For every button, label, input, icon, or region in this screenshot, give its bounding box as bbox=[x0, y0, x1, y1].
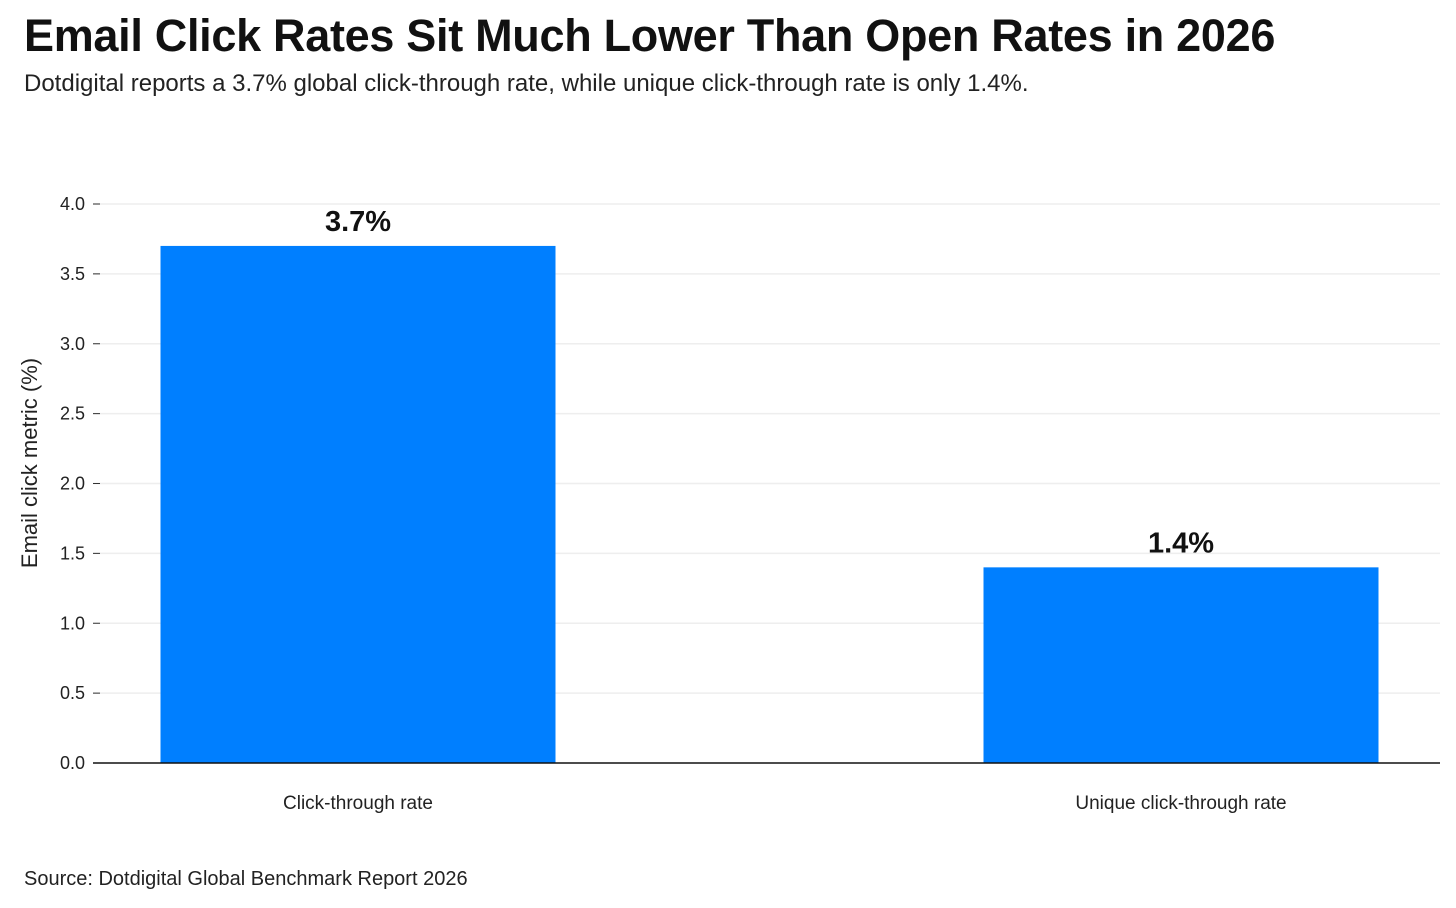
y-tick-label: 3.0 bbox=[60, 334, 85, 354]
x-tick-label: Click-through rate bbox=[283, 793, 433, 814]
y-tick-label: 2.0 bbox=[60, 474, 85, 494]
y-tick-label: 1.5 bbox=[60, 543, 85, 563]
y-axis-label: Email click metric (%) bbox=[17, 358, 42, 568]
x-tick-label: Unique click-through rate bbox=[1075, 793, 1286, 814]
bar bbox=[983, 567, 1379, 763]
chart-subtitle: Dotdigital reports a 3.7% global click-t… bbox=[24, 70, 1029, 97]
y-tick-label: 3.5 bbox=[60, 264, 85, 284]
source-note: Source: Dotdigital Global Benchmark Repo… bbox=[24, 868, 468, 890]
data-label: 1.4% bbox=[1148, 527, 1214, 559]
y-tick-label: 0.0 bbox=[60, 753, 85, 773]
data-label: 3.7% bbox=[325, 206, 391, 238]
y-tick-label: 1.0 bbox=[60, 613, 85, 633]
y-tick-label: 2.5 bbox=[60, 404, 85, 424]
chart-title: Email Click Rates Sit Much Lower Than Op… bbox=[24, 10, 1276, 61]
y-tick-label: 4.0 bbox=[60, 194, 85, 214]
bar bbox=[160, 245, 556, 764]
y-tick-label: 0.5 bbox=[60, 683, 85, 703]
